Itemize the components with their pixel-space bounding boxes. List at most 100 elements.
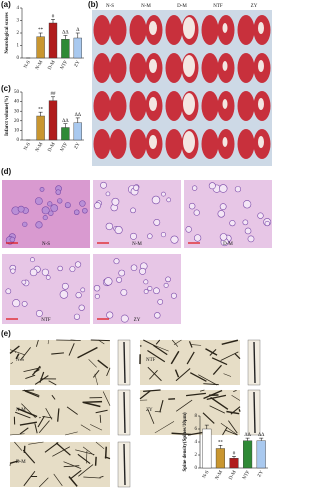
dendrite: [149, 370, 158, 380]
image-label: D-M: [16, 460, 26, 465]
dendrite: [83, 476, 101, 479]
column-label: N-M: [141, 4, 151, 9]
dendrite: [186, 351, 195, 365]
y-axis-label: Spine density(Spines/10μm): [183, 412, 188, 471]
neuron-image: [139, 339, 261, 386]
bar: [36, 115, 45, 141]
dendrite-inset: [123, 341, 126, 384]
slice: [129, 91, 147, 121]
slice: [93, 91, 111, 121]
column-label: ZY: [251, 4, 258, 9]
cell: [48, 210, 54, 216]
error-bar: [75, 32, 80, 38]
dendrite: [191, 344, 202, 346]
dendrite: [53, 473, 63, 486]
bar: [36, 36, 45, 59]
dendrite: [9, 345, 20, 354]
slice: [93, 15, 111, 45]
bar: [73, 122, 82, 141]
y-tick-label: 3: [17, 19, 20, 24]
dendrite: [75, 449, 95, 455]
dendrite: [19, 347, 31, 361]
error-bar: [218, 445, 223, 449]
dendrite: [209, 405, 225, 414]
slice: [129, 129, 147, 159]
image-label: NTF: [41, 318, 51, 323]
x-tick-label: D-M: [48, 142, 57, 153]
bar: [229, 458, 239, 469]
panel-label: (e): [1, 329, 11, 338]
x-tick-label: NTF: [60, 60, 69, 71]
dendrite: [34, 423, 38, 434]
dendrite: [9, 349, 25, 356]
y-tick-label: 0: [195, 466, 198, 471]
dendrite: [231, 395, 241, 401]
dendrite: [223, 373, 232, 377]
cell: [55, 189, 61, 195]
dendrite: [220, 423, 238, 436]
dendrite: [48, 380, 57, 386]
dendrite: [90, 424, 103, 431]
dendrite: [82, 401, 101, 408]
error-bar: [38, 32, 43, 37]
infarct: [222, 99, 228, 109]
dendrite: [206, 394, 227, 400]
neuron-image: [9, 441, 131, 488]
cell: [35, 221, 43, 229]
cell: [45, 275, 51, 280]
cell: [10, 268, 16, 274]
histology-image: [93, 254, 181, 324]
dendrite: [154, 421, 175, 434]
column-label: D-M: [177, 4, 187, 9]
cell: [120, 314, 129, 323]
x-tick-label: N-S: [24, 142, 32, 152]
neuron-bg: [10, 340, 110, 385]
cell: [105, 191, 111, 197]
cell: [139, 267, 147, 275]
dendrite: [63, 465, 80, 468]
annotation: Δ: [76, 28, 80, 33]
y-tick-label: 50: [14, 90, 20, 95]
annotation: ΔΔ: [75, 113, 82, 118]
dendrite: [211, 357, 228, 366]
dendrite: [228, 420, 238, 434]
cell: [118, 269, 126, 277]
image-label: D-M: [223, 242, 233, 247]
bar: [243, 440, 253, 469]
image-label: N-M: [16, 408, 26, 413]
dendrite: [92, 369, 100, 378]
dendrite: [9, 433, 25, 436]
y-tick-label: 40: [14, 100, 20, 105]
dendrite: [78, 464, 94, 477]
cell: [111, 197, 120, 206]
infarct: [183, 93, 195, 115]
cell: [219, 233, 228, 241]
dendrite: [34, 375, 49, 385]
dendrite: [80, 424, 91, 431]
x-tick-label: NTF: [60, 142, 69, 153]
infarct: [183, 55, 195, 77]
dendrite: [147, 350, 166, 363]
neuron-bg: [10, 442, 110, 487]
dendrite: [97, 359, 109, 369]
neuron-image: [9, 389, 131, 436]
dendrite: [203, 383, 219, 386]
dendrite: [170, 350, 180, 365]
y-tick-label: 1: [17, 44, 20, 49]
cell: [185, 226, 192, 233]
cell: [82, 207, 88, 214]
dendrite: [95, 441, 105, 449]
annotation: **: [218, 440, 224, 445]
x-tick-label: D-M: [48, 60, 57, 71]
dendrite: [38, 477, 49, 488]
cell: [74, 261, 82, 268]
cell: [21, 300, 28, 307]
dendrite: [234, 353, 241, 360]
cell: [113, 258, 120, 265]
cell: [114, 225, 123, 235]
dendrite: [68, 476, 78, 487]
infarct: [149, 97, 157, 111]
x-tick-label: ZY: [74, 60, 82, 69]
dendrite: [188, 341, 193, 348]
dendrite: [57, 408, 60, 422]
